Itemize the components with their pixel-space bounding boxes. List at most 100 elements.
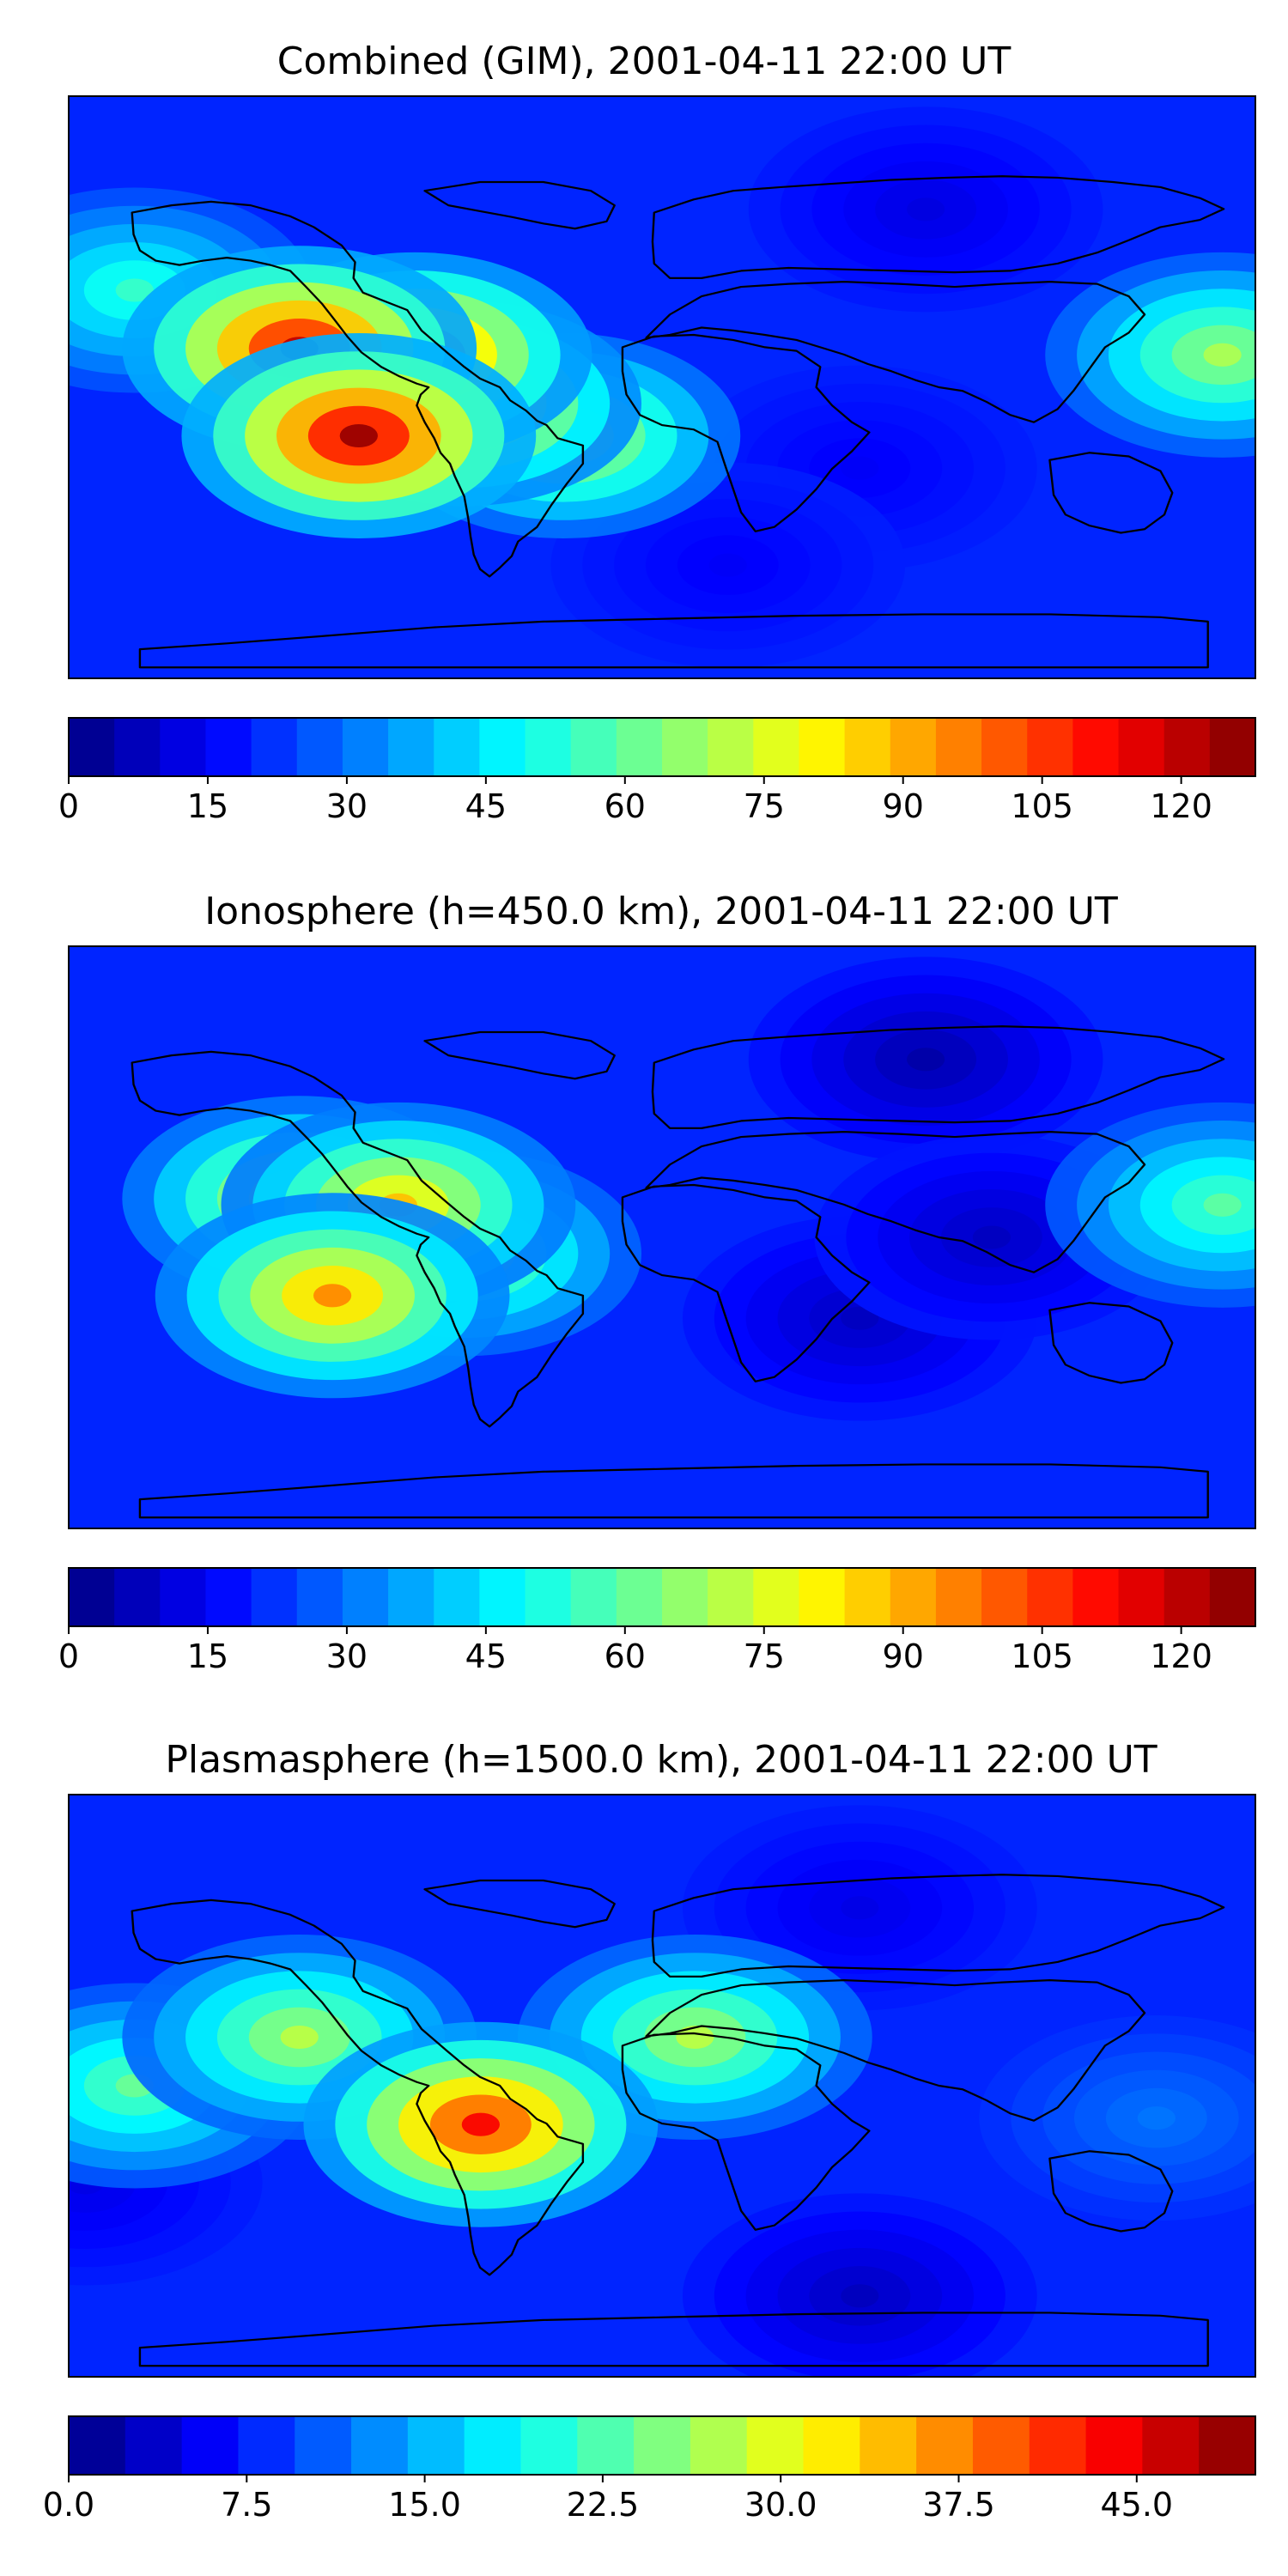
colorbar-level <box>1142 2416 1200 2475</box>
contour-band <box>1137 2106 1176 2130</box>
colorbar-level <box>753 718 800 776</box>
colorbar-level <box>1072 1568 1120 1626</box>
contour-band <box>841 1306 879 1330</box>
colorbar-tick-label: 15 <box>187 787 228 825</box>
contour-band <box>461 2112 500 2136</box>
contour-band <box>280 2025 319 2050</box>
colorbar-level <box>803 2416 860 2475</box>
colorbar-tick-label: 0 <box>58 1637 79 1675</box>
colorbar-level <box>114 1568 161 1626</box>
contour-band <box>115 278 154 302</box>
colorbar-level <box>251 1568 298 1626</box>
colorbar-level <box>434 718 480 776</box>
colorbar-level <box>799 1568 846 1626</box>
colorbar-level <box>1163 1568 1211 1626</box>
colorbar-tick-label: 0 <box>58 787 79 825</box>
colorbar-tick-label: 90 <box>883 1637 924 1675</box>
panel-ionosphere: Ionosphere (h=450.0 km), 2001-04-11 22:0… <box>58 890 1256 1675</box>
field-contours <box>122 957 1255 1421</box>
map-area <box>69 96 1255 678</box>
colorbar-level <box>251 718 298 776</box>
colorbar-level <box>577 2416 635 2475</box>
colorbar-frame <box>68 717 1256 777</box>
colorbar-level <box>238 2416 295 2475</box>
contour-band <box>708 553 747 577</box>
colorbar-level <box>1199 2416 1256 2475</box>
map-area <box>69 1795 1255 2377</box>
colorbar-level <box>69 1568 115 1626</box>
colorbar-level <box>1029 2416 1087 2475</box>
colorbar-level <box>296 1568 343 1626</box>
colorbar-level <box>708 1568 754 1626</box>
field-contours <box>69 1805 1255 2377</box>
colorbar-tick-label: 45.0 <box>1100 2486 1173 2524</box>
colorbar-tick-label: 105 <box>1011 787 1073 825</box>
colorbar-tick-label: 60 <box>605 1637 646 1675</box>
colorbar-level <box>570 1568 617 1626</box>
colorbar-level <box>972 2416 1030 2475</box>
chart-title: Combined (GIM), 2001-04-11 22:00 UT <box>277 39 1012 83</box>
colorbar-level <box>342 718 389 776</box>
colorbar-tick-label: 7.5 <box>221 2486 272 2524</box>
colorbar-tick-label: 30 <box>326 787 368 825</box>
colorbar-level <box>434 1568 480 1626</box>
colorbar-level <box>662 718 708 776</box>
colorbar-tick-label: 45 <box>465 787 507 825</box>
colorbar-level <box>520 2416 578 2475</box>
colorbar-level <box>479 718 526 776</box>
contour-band <box>841 456 879 480</box>
colorbar-level <box>916 2416 974 2475</box>
colorbar-level <box>1085 2416 1143 2475</box>
colorbar-tick-label: 15.0 <box>388 2486 461 2524</box>
colorbar-level <box>634 2416 691 2475</box>
colorbar-level <box>407 2416 465 2475</box>
colorbar-level <box>1209 1568 1256 1626</box>
map-area <box>69 946 1255 1528</box>
colorbar-level <box>125 2416 183 2475</box>
colorbar-level <box>388 718 434 776</box>
contour-band <box>906 197 945 222</box>
colorbar-level <box>296 718 343 776</box>
colorbar-level <box>388 1568 434 1626</box>
colorbar-level <box>114 718 161 776</box>
colorbar-tick-label: 120 <box>1150 787 1212 825</box>
colorbar-tick-label: 37.5 <box>922 2486 995 2524</box>
panel-plasmasphere: Plasmasphere (h=1500.0 km), 2001-04-11 2… <box>43 1738 1256 2524</box>
colorbar-tick-label: 22.5 <box>567 2486 640 2524</box>
map-frame <box>68 945 1256 1529</box>
colorbar-level <box>570 718 617 776</box>
colorbar-tick-label: 105 <box>1011 1637 1073 1675</box>
colorbar-level <box>1209 718 1256 776</box>
map-frame <box>68 1794 1256 2378</box>
contour-band <box>906 1048 945 1072</box>
colorbar-tick-label: 30 <box>326 1637 368 1675</box>
colorbar-frame <box>68 2415 1256 2476</box>
colorbar-level <box>160 718 207 776</box>
colorbar-tick-label: 120 <box>1150 1637 1212 1675</box>
colorbar-level <box>205 718 252 776</box>
colorbar-level <box>616 1568 663 1626</box>
colorbar: 0.0 7.5 15.0 22.5 30.0 37.5 45.0 <box>43 2415 1256 2524</box>
colorbar-level <box>181 2416 240 2475</box>
colorbar-level <box>753 1568 800 1626</box>
colorbar-tick-label: 90 <box>883 787 924 825</box>
contour-band <box>1203 343 1242 367</box>
contour-band <box>676 2025 714 2050</box>
colorbar-level <box>935 718 982 776</box>
contour-band <box>972 1225 1012 1249</box>
colorbar-tick-label: 75 <box>744 787 785 825</box>
colorbar-level <box>890 1568 937 1626</box>
contour-band <box>1203 1193 1242 1217</box>
contour-band <box>339 423 378 448</box>
contour-band <box>841 2284 879 2308</box>
colorbar-level <box>69 718 115 776</box>
colorbar-level <box>690 2416 748 2475</box>
colorbar-level <box>1163 718 1211 776</box>
colorbar-tick-label: 0.0 <box>43 2486 94 2524</box>
colorbar-level <box>616 718 663 776</box>
colorbar-level <box>1027 1568 1073 1626</box>
colorbar-level <box>890 718 937 776</box>
colorbar-level <box>525 1568 572 1626</box>
colorbar-level <box>860 2416 917 2475</box>
colorbar-level <box>708 718 754 776</box>
